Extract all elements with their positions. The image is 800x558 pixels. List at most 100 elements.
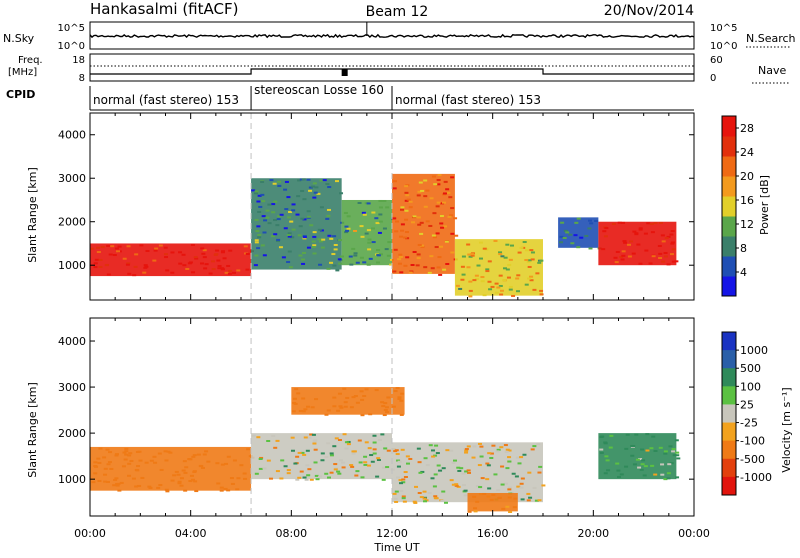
scatter-cell	[576, 246, 581, 249]
scatter-cell	[669, 233, 674, 236]
scatter-cell	[394, 490, 399, 493]
x-tick-label: 00:00	[678, 527, 710, 540]
scatter-cell	[224, 271, 229, 274]
scatter-cell	[539, 293, 544, 296]
scatter-cell	[298, 225, 303, 228]
scatter-cell	[387, 241, 392, 244]
scatter-cell	[260, 180, 265, 183]
scatter-cell	[671, 260, 676, 263]
colorbar-swatch	[722, 236, 736, 257]
scatter-cell	[635, 458, 640, 461]
scatter-cell	[668, 445, 673, 448]
scatter-cell	[303, 408, 308, 411]
scatter-cell	[200, 262, 205, 265]
scatter-cell	[339, 192, 344, 195]
scatter-cell	[377, 231, 382, 234]
scatter-cell	[152, 259, 157, 262]
scatter-cell	[280, 459, 285, 462]
scatter-cell	[267, 203, 272, 206]
scatter-cell	[105, 480, 110, 483]
scatter-cell	[473, 510, 478, 513]
scatter-cell	[416, 447, 421, 450]
scatter-cell	[116, 250, 121, 253]
scatter-cell	[229, 477, 234, 480]
scatter-cell	[208, 272, 213, 275]
scatter-cell	[502, 279, 507, 282]
scatter-cell	[332, 264, 337, 267]
scatter-cell	[305, 449, 310, 452]
scatter-cell	[425, 189, 430, 192]
scatter-cell	[346, 443, 351, 446]
scatter-cell	[504, 450, 509, 453]
scatter-cell	[382, 414, 387, 417]
scatter-cell	[313, 448, 318, 451]
scatter-cell	[487, 280, 492, 283]
scatter-cell	[318, 263, 323, 266]
scatter-cell	[515, 456, 520, 459]
scatter-cell	[400, 392, 405, 395]
scatter-cell	[404, 199, 409, 202]
scatter-cell	[295, 213, 300, 216]
scatter-cell	[461, 255, 466, 258]
scatter-cell	[443, 180, 448, 183]
scatter-cell	[392, 270, 397, 273]
scatter-cell	[172, 474, 177, 477]
scatter-cell	[435, 205, 440, 208]
scatter-cell	[312, 442, 317, 445]
scatter-cell	[223, 487, 228, 490]
scatter-cell	[254, 241, 259, 244]
scatter-cell	[505, 268, 510, 271]
scatter-cell	[179, 484, 184, 487]
scatter-cell	[298, 254, 303, 257]
scatter-cell	[352, 450, 357, 453]
scatter-cell	[463, 494, 468, 497]
scatter-cell	[313, 461, 318, 464]
scatter-cell	[626, 243, 631, 246]
scatter-cell	[333, 468, 338, 471]
scatter-cell	[339, 406, 344, 409]
scatter-cell	[405, 194, 410, 197]
scatter-cell	[156, 486, 161, 489]
scatter-cell	[430, 477, 435, 480]
scatter-cell	[308, 189, 313, 192]
scatter-cell	[512, 506, 517, 509]
scatter-cell	[125, 263, 130, 266]
colorbar-tick-label: 500	[740, 362, 761, 375]
scatter-cell	[469, 253, 474, 256]
scatter-cell	[464, 448, 469, 451]
scatter-cell	[636, 243, 641, 246]
scatter-cell	[193, 480, 198, 483]
scatter-cell	[404, 185, 409, 188]
scatter-cell	[599, 451, 604, 454]
scatter-cell	[666, 477, 671, 480]
y-tick-label: 3000	[58, 381, 86, 394]
scatter-cell	[670, 241, 675, 244]
scatter-cell	[192, 470, 197, 473]
freq-line	[90, 68, 694, 75]
scatter-cell	[537, 499, 542, 502]
scatter-cell	[358, 461, 363, 464]
scatter-cell	[134, 485, 139, 488]
scatter-cell	[302, 476, 307, 479]
scatter-cell	[279, 213, 284, 216]
scatter-cell	[359, 256, 364, 259]
scatter-cell	[272, 219, 277, 222]
scatter-cell	[434, 444, 439, 447]
scatter-cell	[271, 203, 276, 206]
scatter-cell	[163, 246, 168, 249]
scatter-cell	[288, 210, 293, 213]
scatter-cell	[494, 291, 499, 294]
scatter-cell	[326, 214, 331, 217]
scatter-cell	[262, 231, 267, 234]
scatter-cell	[378, 206, 383, 209]
scatter-cell	[106, 273, 111, 276]
scatter-cell	[322, 179, 327, 182]
scatter-cell	[614, 261, 619, 264]
scatter-cell	[185, 267, 190, 270]
scatter-cell	[147, 485, 152, 488]
scatter-cell	[436, 201, 441, 204]
scatter-cell	[429, 197, 434, 200]
scatter-cell	[660, 234, 665, 237]
scatter-cell	[632, 463, 637, 466]
scatter-cell	[93, 461, 98, 464]
